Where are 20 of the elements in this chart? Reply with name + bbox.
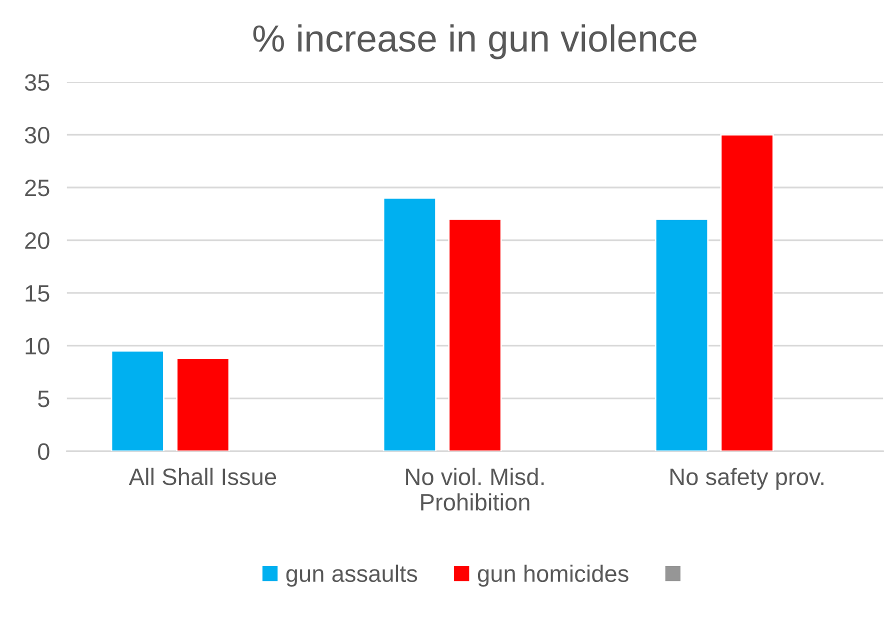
bar — [448, 218, 502, 452]
x-tick-label: No viol. Misd. Prohibition — [406, 468, 544, 511]
bar — [720, 134, 774, 452]
y-tick-label: 25 — [25, 180, 50, 196]
x-tick-label: No safety prov. — [670, 468, 824, 490]
legend-label: gun assaults — [286, 564, 418, 587]
y-tick-label: 30 — [24, 126, 50, 144]
bar — [110, 350, 164, 452]
bar — [382, 197, 437, 452]
bar — [654, 218, 709, 452]
y-tick-label: 10 — [26, 338, 50, 354]
legend-label: gun homicides — [478, 564, 628, 587]
bar — [176, 358, 230, 452]
y-tick-label: 20 — [25, 232, 50, 250]
y-tick-label: 35 — [24, 74, 50, 91]
y-tick-label: 5 — [38, 390, 50, 408]
x-tick-label: All Shall Issue — [128, 468, 276, 486]
chart-title: % increase in gun violence — [253, 24, 696, 60]
y-tick-label: 15 — [26, 285, 50, 302]
y-tick-label: 0 — [38, 443, 50, 460]
